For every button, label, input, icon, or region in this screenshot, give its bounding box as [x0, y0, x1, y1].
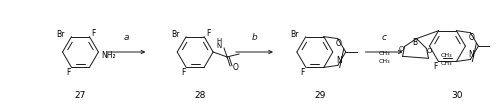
Text: CH₃: CH₃ [379, 51, 390, 56]
Text: Br: Br [56, 30, 64, 39]
Text: N: N [217, 43, 222, 49]
Text: O: O [468, 33, 474, 42]
Text: F: F [181, 68, 186, 77]
Text: b: b [252, 33, 258, 42]
Text: H: H [217, 38, 222, 44]
Text: Br: Br [171, 30, 179, 39]
Text: F: F [92, 29, 96, 38]
Text: O: O [233, 63, 239, 72]
Text: 28: 28 [194, 91, 206, 100]
Text: CH₃: CH₃ [440, 61, 452, 66]
Text: NH₂: NH₂ [102, 51, 116, 60]
Text: CH₃: CH₃ [379, 59, 390, 64]
Text: 30: 30 [452, 91, 463, 100]
Text: a: a [124, 33, 130, 42]
Text: F: F [300, 68, 305, 77]
Text: F: F [434, 62, 438, 71]
Text: B: B [412, 38, 417, 47]
Text: 29: 29 [314, 91, 326, 100]
Text: O: O [336, 39, 342, 48]
Text: O: O [427, 48, 432, 54]
Text: O: O [399, 46, 404, 52]
Text: Br: Br [290, 30, 299, 39]
Text: F: F [66, 68, 70, 77]
Text: F: F [206, 29, 210, 38]
Text: 27: 27 [75, 91, 86, 100]
Text: N: N [468, 50, 474, 59]
Text: CH₃: CH₃ [440, 53, 452, 58]
Text: c: c [382, 33, 386, 42]
Text: N: N [336, 56, 342, 65]
